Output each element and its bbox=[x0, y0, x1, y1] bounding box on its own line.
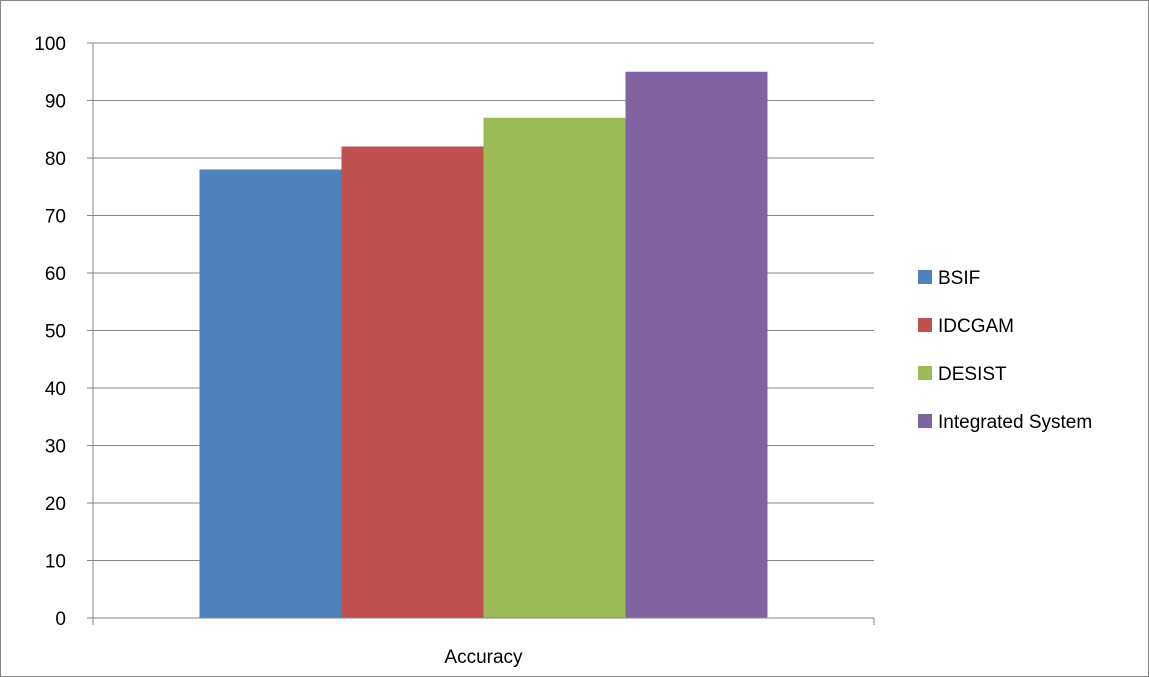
bar-integrated-system bbox=[625, 71, 768, 618]
legend-swatch bbox=[918, 366, 932, 380]
y-tick-label: 60 bbox=[45, 264, 66, 285]
bar-desist bbox=[483, 117, 626, 618]
legend-label: Integrated System bbox=[938, 412, 1092, 433]
legend-swatch bbox=[918, 414, 932, 428]
bar-bsif bbox=[199, 169, 342, 618]
legend: BSIF IDCGAM DESIST Integrated System bbox=[918, 268, 1092, 433]
legend-swatch bbox=[918, 318, 932, 332]
y-tick-label: 30 bbox=[45, 437, 66, 458]
bars bbox=[199, 71, 768, 618]
y-tick-label: 40 bbox=[45, 379, 66, 400]
y-tick-label: 90 bbox=[45, 92, 66, 113]
axes: 0 10 20 30 40 50 60 70 80 90 100 Accuracy bbox=[34, 34, 875, 668]
bar-idcgam bbox=[341, 146, 484, 618]
y-tick-label: 50 bbox=[45, 322, 66, 343]
y-tick-label: 80 bbox=[45, 149, 66, 170]
y-tick-label: 10 bbox=[45, 552, 66, 573]
y-tick-label: 20 bbox=[45, 494, 66, 515]
legend-label: BSIF bbox=[938, 268, 980, 289]
y-tick-label: 70 bbox=[45, 207, 66, 228]
y-tick-label: 100 bbox=[34, 34, 66, 55]
legend-label: IDCGAM bbox=[938, 316, 1014, 337]
legend-label: DESIST bbox=[938, 364, 1007, 385]
x-category-label: Accuracy bbox=[444, 647, 523, 668]
legend-swatch bbox=[918, 270, 932, 284]
y-tick-label: 0 bbox=[55, 609, 66, 630]
